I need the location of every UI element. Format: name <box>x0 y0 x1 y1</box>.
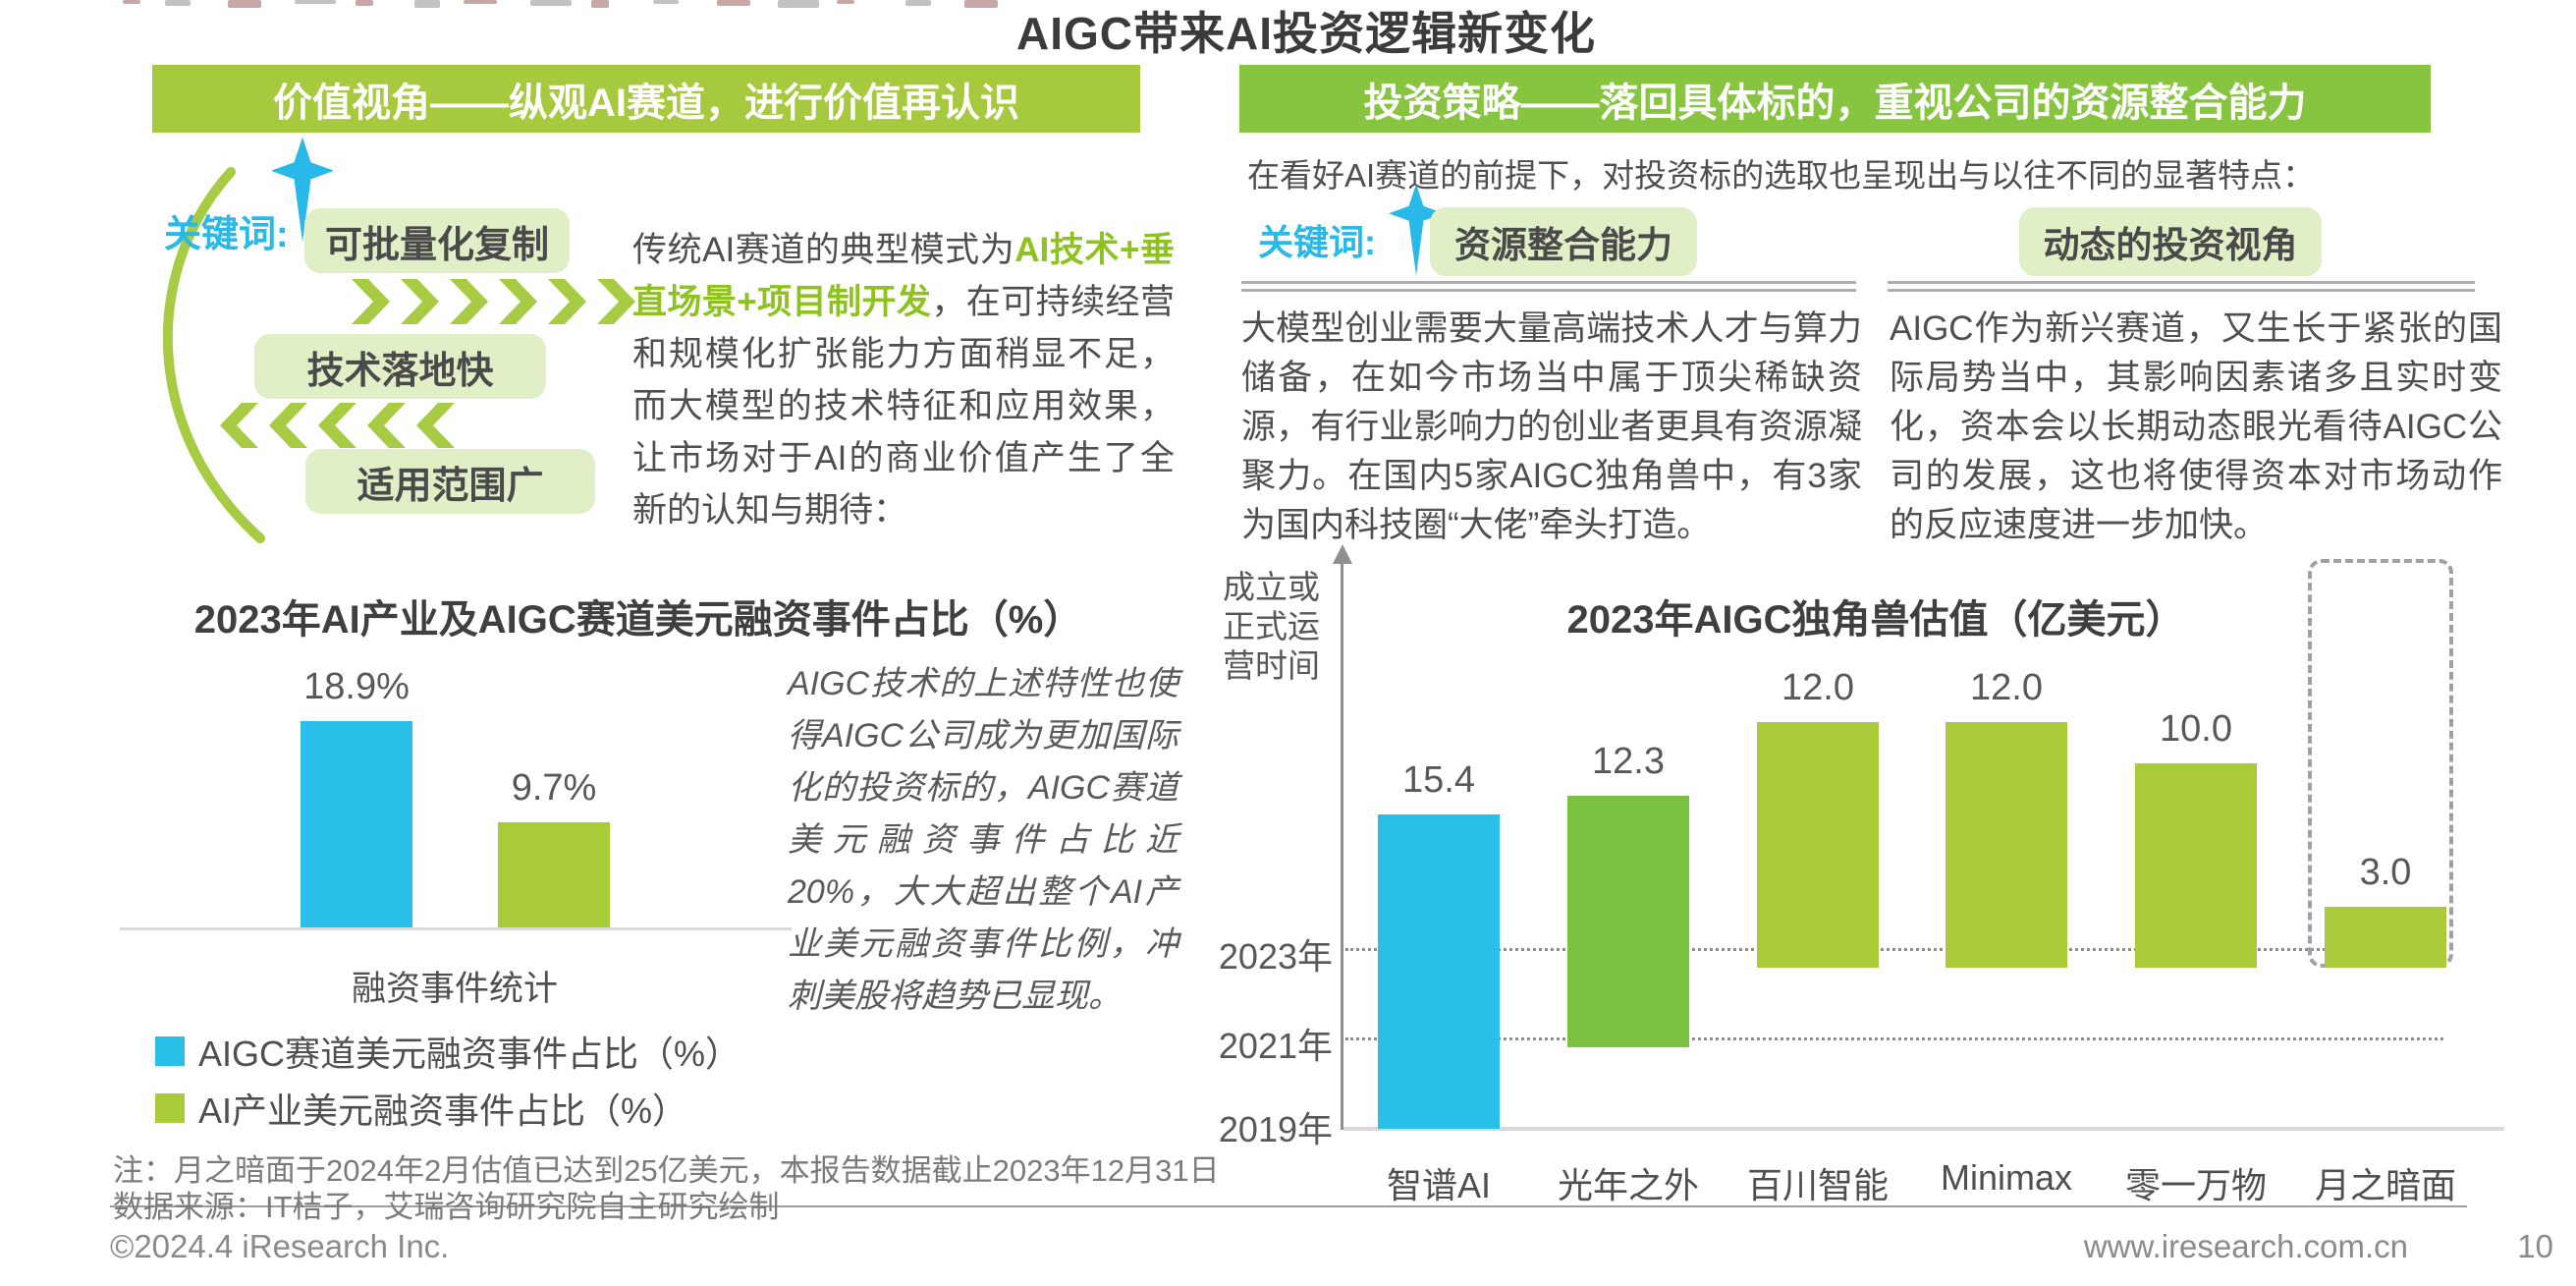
x-axis-label-月之暗面: 月之暗面 <box>2314 1165 2456 1205</box>
left-paragraph-pre: 传统AI赛道的典型模式为 <box>632 231 1015 269</box>
cropped-glyph-fragment <box>295 0 336 4</box>
left-section-header: 价值视角——纵观AI赛道，进行价值再认识 <box>152 65 1140 133</box>
cropped-glyph-fragment <box>653 0 679 4</box>
sparkle-icon <box>1389 184 1444 276</box>
cropped-glyph-fragment <box>530 0 572 6</box>
left-paragraph: 传统AI赛道的典型模式为AI技术+垂直场景+项目制开发，在可持续经营和规模化扩张… <box>632 224 1175 536</box>
legend-swatch-icon <box>155 1036 185 1066</box>
cropped-glyph-fragment <box>356 0 373 6</box>
bar-value-label: 12.0 <box>1781 667 1854 708</box>
divider-line <box>1888 289 2475 292</box>
cropped-glyph-fragment <box>905 0 931 6</box>
left-chart-xlabel: 融资事件统计 <box>351 970 558 1008</box>
right-paragraph-1: 大模型创业需要大量高端技术人才与算力储备，在如今市场当中属于顶尖稀缺资源，有行业… <box>1241 309 1862 544</box>
page-number: 10 <box>2517 1228 2553 1264</box>
cropped-glyph-fragment <box>165 0 191 6</box>
cropped-glyph-fragment <box>837 0 854 4</box>
divider-line <box>1241 289 1856 292</box>
chevrons-right-icon <box>352 279 635 324</box>
gridline-2021年 <box>1345 1037 2443 1040</box>
divider-line <box>1888 281 2475 284</box>
right-chart-title: 2023年AIGC独角兽估值（亿美元） <box>1566 598 2185 642</box>
bar-value-label: 3.0 <box>2359 852 2412 893</box>
x-axis-label-Minimax: Minimax <box>1940 1157 2072 1198</box>
legend-item: AI产业美元融资事件占比（%） <box>155 1083 687 1134</box>
chevrons-left-icon <box>220 403 455 448</box>
x-axis-label-零一万物: 零一万物 <box>2124 1165 2267 1205</box>
y-axis-line <box>1341 562 1343 1130</box>
bar-月之暗面 <box>2325 907 2446 968</box>
bar-AI产业美元融资事件占比（%） <box>498 822 610 929</box>
legend-item: AIGC赛道美元融资事件占比（%） <box>155 1026 740 1077</box>
keyword-box-wide-scope: 适用范围广 <box>305 449 595 514</box>
right-intro: 在看好AI赛道的前提下，对投资标的选取也呈现出与以往不同的显著特点： <box>1247 157 2316 194</box>
bar-value-label: 12.0 <box>1970 667 2043 708</box>
footnote-1: 注：月之暗面于2024年2月估值已达到25亿美元，本报告数据截止2023年12月… <box>113 1153 1220 1188</box>
left-paragraph-highlight: AI技术+垂直场景+项目制开发 <box>632 231 1175 321</box>
bar-零一万物 <box>2135 763 2257 968</box>
year-tick-2021年: 2021年 <box>1218 1026 1333 1066</box>
bar-光年之外 <box>1567 796 1689 1047</box>
keyword-box-replicable: 可批量化复制 <box>304 208 570 273</box>
cropped-glyph-fragment <box>414 0 440 8</box>
bar-value-label: 10.0 <box>2160 708 2232 750</box>
sparkle-icon <box>271 137 334 243</box>
cropped-glyph-fragment <box>778 0 819 8</box>
cropped-glyph-fragment <box>464 0 497 4</box>
italic-note: AIGC技术的上述特性也使得AIGC公司成为更加国际化的投资标的，AIGC赛道美… <box>788 665 1178 1015</box>
left-paragraph-post: ，在可持续经营和规模化扩张能力方面稍显不足，而大模型的技术特征和应用效果，让市场… <box>632 283 1175 530</box>
footnote-source: 数据来源：IT桔子，艾瑞咨询研究院自主研究绘制 <box>113 1190 780 1224</box>
gridline-2023年 <box>1345 948 2443 951</box>
green-arc-decoration <box>162 167 265 543</box>
legend-label: AI产业美元融资事件占比（%） <box>198 1090 688 1131</box>
legend-swatch-icon <box>155 1093 185 1123</box>
bar-智谱AI <box>1378 814 1500 1129</box>
bar-value-label: 15.4 <box>1402 759 1475 801</box>
right-chart-ylabel: 成立或 正式运 营时间 <box>1223 569 1320 684</box>
bar-value-label: 12.3 <box>1592 741 1665 782</box>
page-title: AIGC带来AI投资逻辑新变化 <box>1016 8 1596 59</box>
keyword-box-fast-landing: 技术落地快 <box>254 334 546 399</box>
keyword-box-resource-integration: 资源整合能力 <box>1430 207 1697 276</box>
cropped-glyph-fragment <box>228 0 261 8</box>
x-axis-label-智谱AI: 智谱AI <box>1386 1165 1491 1205</box>
bar-百川智能 <box>1757 722 1879 968</box>
year-tick-2023年: 2023年 <box>1218 936 1333 977</box>
keyword-box-dynamic-view: 动态的投资视角 <box>2019 207 2322 276</box>
bar-value-label: 18.9% <box>303 666 410 707</box>
left-chart-baseline <box>120 927 792 930</box>
right-keyword-label: 关键词: <box>1258 222 1376 262</box>
footer-separator-line <box>110 1205 2467 1207</box>
x-axis-label-百川智能: 百川智能 <box>1746 1165 1889 1205</box>
cropped-glyph-fragment <box>591 0 609 8</box>
bar-Minimax <box>1946 722 2067 968</box>
divider-line <box>1241 281 1856 284</box>
x-axis-label-光年之外: 光年之外 <box>1557 1165 1699 1205</box>
right-section-header: 投资策略——落回具体标的，重视公司的资源整合能力 <box>1239 65 2431 133</box>
cropped-glyph-fragment <box>123 0 140 4</box>
legend-label: AIGC赛道美元融资事件占比（%） <box>198 1034 741 1074</box>
cropped-glyph-fragment <box>964 0 998 8</box>
website-link[interactable]: www.iresearch.com.cn <box>2083 1228 2408 1264</box>
right-paragraph-2: AIGC作为新兴赛道，又生长于紧张的国际局势当中，其影响因素诸多且实时变化，资本… <box>1890 309 2502 544</box>
bar-value-label: 9.7% <box>511 767 597 809</box>
cropped-glyph-fragment <box>717 0 750 6</box>
left-chart-title: 2023年AI产业及AIGC赛道美元融资事件占比（%） <box>193 598 1083 642</box>
cropped-text-fragments <box>0 0 2576 10</box>
right-chart-baseline <box>1343 1127 2504 1131</box>
bar-AIGC赛道美元融资事件占比（%） <box>301 721 412 929</box>
year-tick-2019年: 2019年 <box>1218 1109 1333 1149</box>
y-axis-arrow-icon <box>1333 544 1352 564</box>
left-keyword-label: 关键词: <box>164 214 289 255</box>
copyright-text: ©2024.4 iResearch Inc. <box>110 1228 450 1264</box>
